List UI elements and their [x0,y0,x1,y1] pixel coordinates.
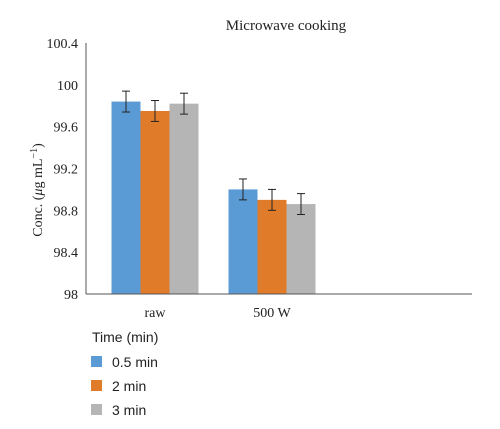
bar-3-min-1 [286,204,316,294]
bar-3-min-0 [169,103,199,295]
legend-label: 3 min [112,402,146,418]
x-category-label: raw [145,306,167,321]
error-bars-group [122,90,305,216]
legend-title: Time (min) [92,329,158,345]
legend-label: 0.5 min [112,354,158,370]
bars-group [111,101,316,295]
x-axis-labels: raw 500 W [145,306,292,321]
y-tick-label: 98 [64,288,78,303]
y-axis-label: Conc. (μg mL−1) [29,143,46,237]
y-axis-ticks: 98 98.4 98.8 99.2 99.6 100 100.4 [47,37,79,303]
y-tick-label: 100 [57,79,78,94]
x-category-label: 500 W [253,306,291,321]
bar-2-min-1 [257,199,287,294]
legend-swatch [91,356,102,367]
y-tick-label: 98.4 [54,246,79,261]
y-tick-label: 98.8 [54,204,79,219]
y-tick-label: 100.4 [47,37,79,52]
bar-2-min-0 [140,110,170,295]
legend-swatch [91,404,102,415]
bar-0.5-min-1 [228,189,258,294]
y-tick-label: 99.2 [54,163,79,178]
legend: 0.5 min 2 min 3 min [91,354,158,418]
legend-label: 2 min [112,378,146,394]
legend-swatch [91,380,102,391]
chart-title: Microwave cooking [226,18,347,34]
bar-0.5-min-0 [111,101,141,294]
y-tick-label: 99.6 [54,121,79,136]
